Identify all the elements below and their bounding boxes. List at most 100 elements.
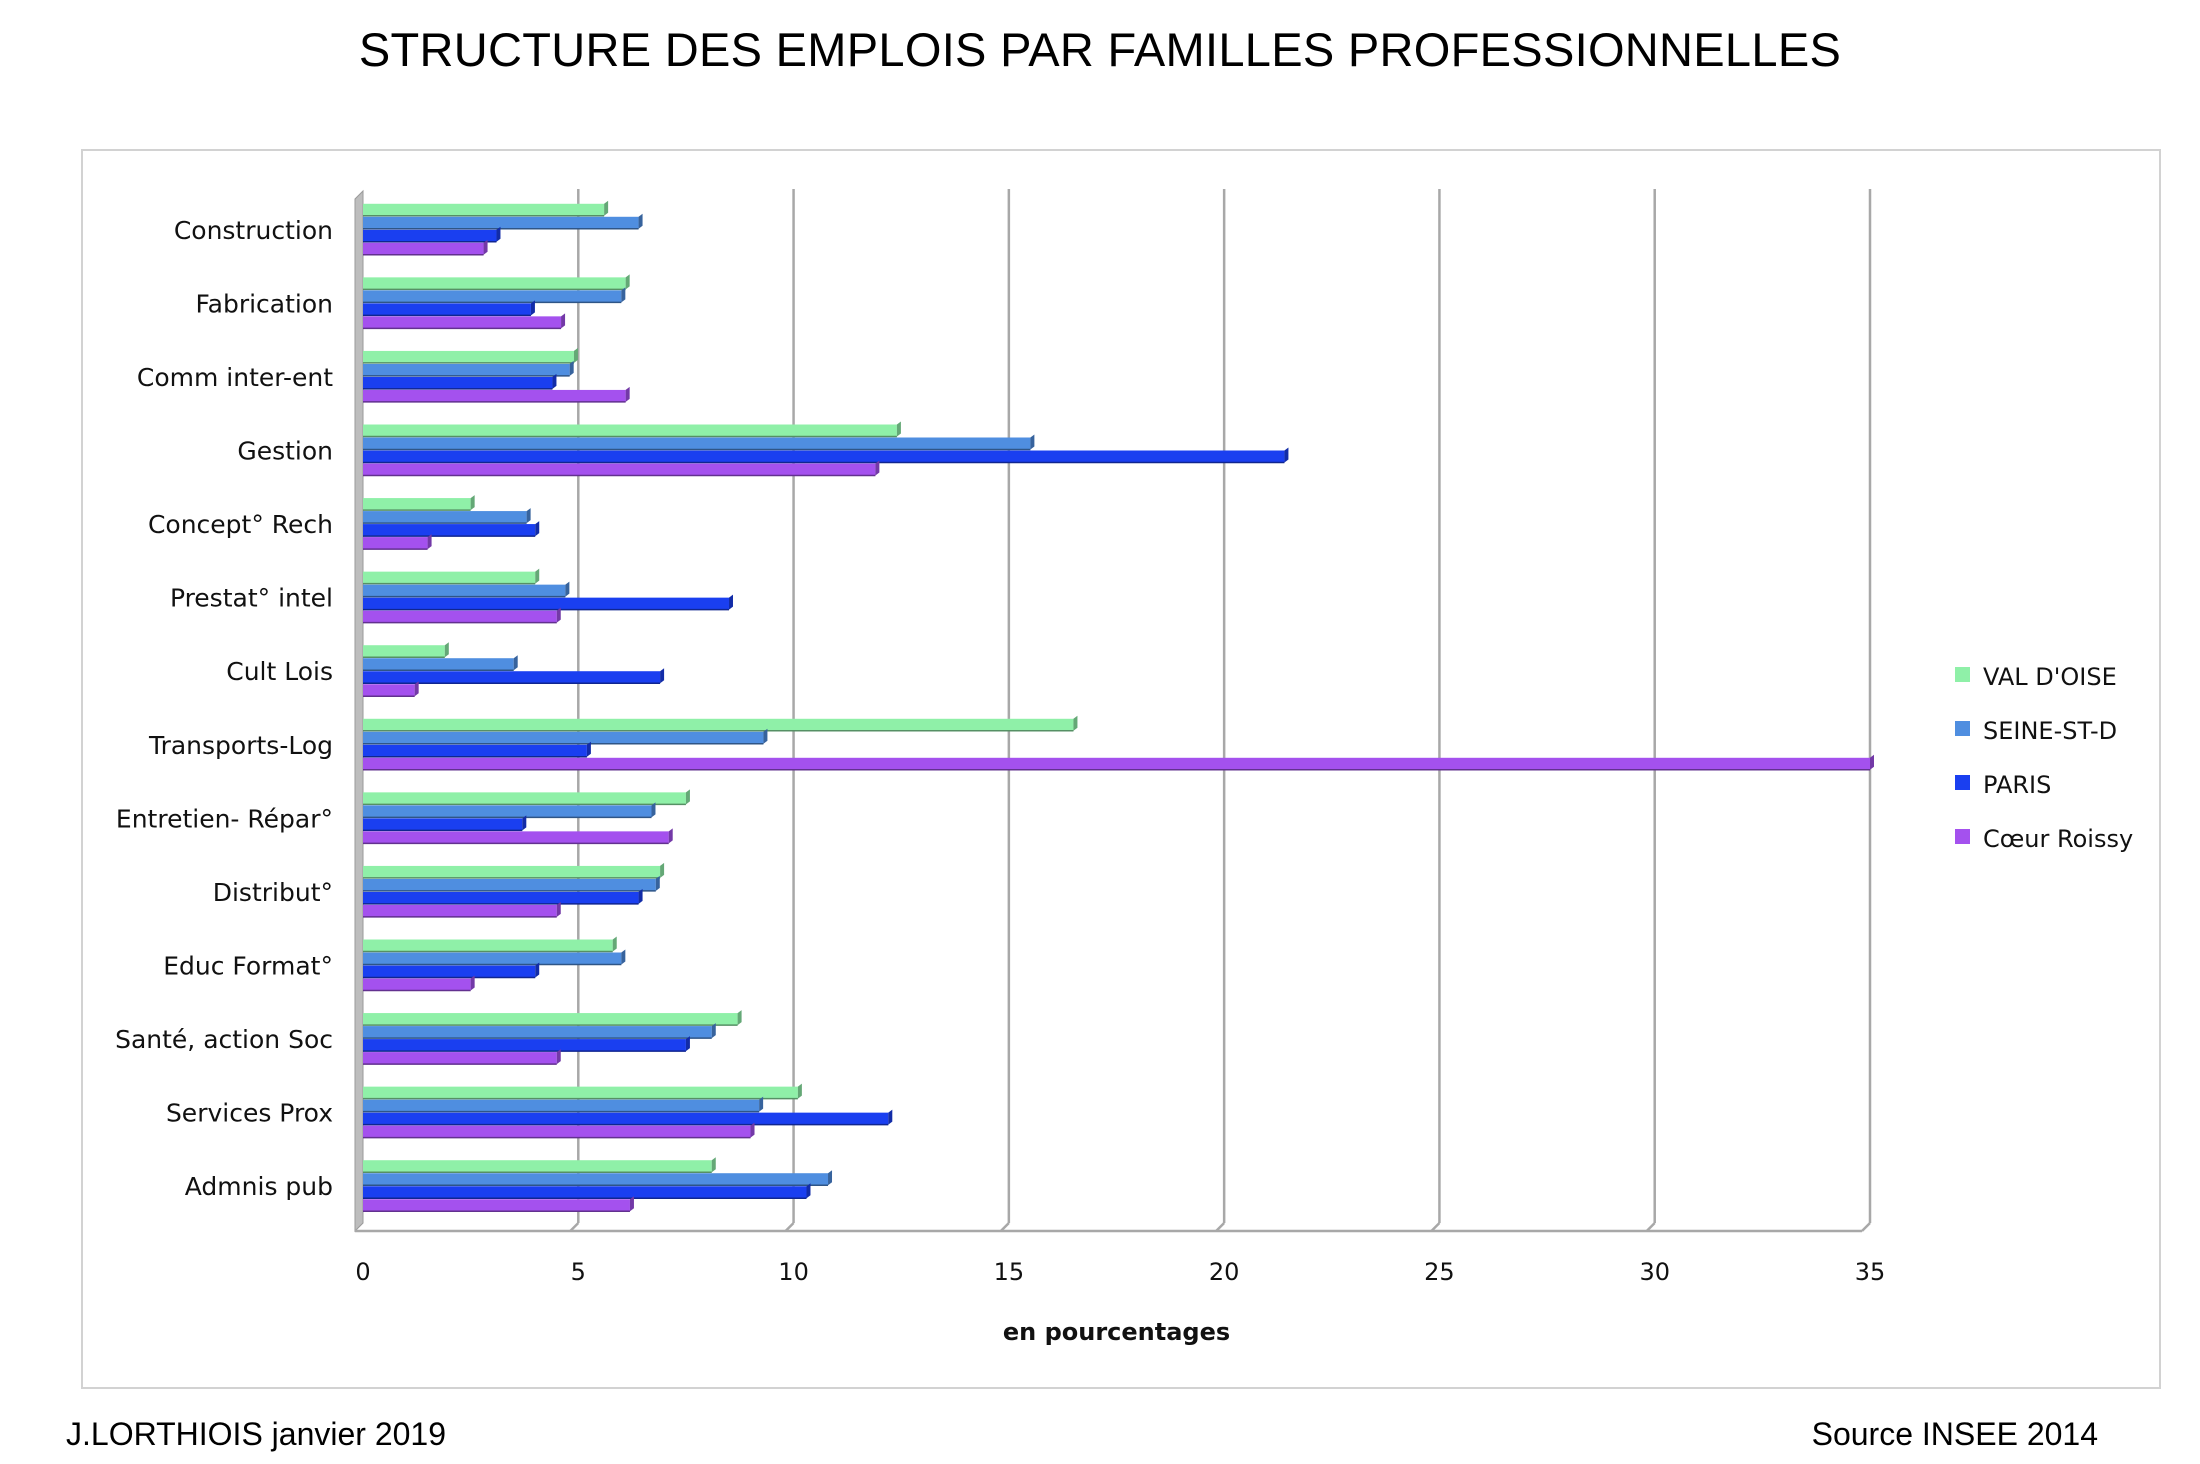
gridline-foot xyxy=(1861,1222,1871,1232)
bar-end xyxy=(625,386,630,402)
legend-label: SEINE-ST-D xyxy=(1983,717,2117,745)
bar-end xyxy=(621,287,626,303)
bar xyxy=(363,818,523,831)
bar xyxy=(363,203,605,216)
category-label: Prestat° intel xyxy=(170,584,333,613)
bar xyxy=(363,1099,760,1112)
bar xyxy=(363,891,639,904)
bar xyxy=(363,389,626,402)
x-tick-label: 25 xyxy=(1424,1258,1455,1286)
gridline-foot xyxy=(999,1222,1010,1232)
bar-end xyxy=(1284,447,1289,463)
bar-end xyxy=(638,888,643,904)
bar xyxy=(363,376,553,389)
bar xyxy=(363,1186,807,1199)
bar-end xyxy=(621,949,626,965)
category-label: Santé, action Soc xyxy=(115,1025,333,1054)
category-label: Distribut° xyxy=(213,878,333,907)
bar xyxy=(363,671,661,684)
bar xyxy=(363,1112,889,1125)
bar xyxy=(363,424,897,437)
bar xyxy=(363,744,587,757)
bar-end xyxy=(530,300,535,316)
x-tick-label: 35 xyxy=(1855,1258,1886,1286)
bar-end xyxy=(828,1170,833,1186)
y-axis-wall xyxy=(354,189,364,1233)
bar-end xyxy=(660,668,665,684)
bar xyxy=(363,939,613,952)
bar xyxy=(363,511,527,524)
bar xyxy=(363,658,514,671)
legend-label: PARIS xyxy=(1983,771,2051,799)
bar xyxy=(363,290,622,303)
bar-end xyxy=(569,360,574,376)
x-tick-label: 5 xyxy=(571,1258,586,1286)
bar-end xyxy=(483,239,488,255)
bar xyxy=(363,1013,738,1026)
bar xyxy=(363,242,484,255)
bar xyxy=(363,1125,751,1138)
bar xyxy=(363,277,626,290)
category-label: Fabrication xyxy=(196,289,333,318)
bar xyxy=(363,965,536,978)
category-label: Construction xyxy=(174,216,333,245)
bar-end xyxy=(561,313,566,329)
bar-end xyxy=(535,568,540,584)
category-label: Concept° Rech xyxy=(148,510,333,539)
bar-end xyxy=(728,594,733,610)
category-label: Transports-Log xyxy=(148,731,333,760)
bar xyxy=(363,584,566,597)
category-label: Services Prox xyxy=(166,1099,333,1128)
bar-end xyxy=(604,200,609,216)
category-label: Cult Lois xyxy=(226,657,333,686)
bar-end xyxy=(1870,754,1874,770)
bar xyxy=(363,904,557,917)
gridline-foot xyxy=(1215,1222,1226,1232)
bar xyxy=(363,805,652,818)
legend-label: VAL D'OISE xyxy=(1983,663,2117,691)
bar-end xyxy=(759,1096,764,1112)
bar xyxy=(363,1199,630,1212)
bar-end xyxy=(612,936,617,952)
chart-title: STRUCTURE DES EMPLOIS PAR FAMILLES PROFE… xyxy=(358,23,1842,76)
bar xyxy=(363,229,497,242)
bar-end xyxy=(763,728,768,744)
bar-end xyxy=(535,962,540,978)
bar xyxy=(363,1086,798,1099)
legend-label: Cœur Roissy xyxy=(1983,825,2133,853)
bar xyxy=(363,1052,557,1065)
gridline-foot xyxy=(1430,1222,1441,1232)
bar-end xyxy=(444,642,449,658)
bar-end xyxy=(638,213,643,229)
bar xyxy=(363,1173,829,1186)
gridline-foot xyxy=(784,1222,795,1232)
bar-end xyxy=(427,534,432,550)
bar-end xyxy=(414,681,419,697)
bar-end xyxy=(522,815,527,831)
author-credit: J.LORTHIOIS janvier 2019 xyxy=(66,1416,447,1452)
bar xyxy=(363,757,1870,770)
bar-end xyxy=(513,655,518,671)
gridline-foot xyxy=(1645,1222,1656,1232)
bar xyxy=(363,597,729,610)
bar xyxy=(363,498,471,511)
category-label: Gestion xyxy=(237,437,333,466)
bar-end xyxy=(660,862,665,878)
bar xyxy=(363,831,669,844)
category-label: Admnis pub xyxy=(185,1172,333,1201)
bar xyxy=(363,865,661,878)
bar xyxy=(363,684,415,697)
bar-end xyxy=(535,521,540,537)
bar-end xyxy=(629,1196,634,1212)
bar xyxy=(363,350,574,363)
bar-end xyxy=(1073,715,1078,731)
bar-end xyxy=(888,1109,893,1125)
bar-end xyxy=(552,373,557,389)
bar-end xyxy=(806,1183,811,1199)
category-label: Entretien- Répar° xyxy=(116,804,333,833)
bar-end xyxy=(668,828,673,844)
bar xyxy=(363,463,876,476)
bar-end xyxy=(573,347,578,363)
bar-end xyxy=(470,975,475,991)
bar xyxy=(363,792,686,805)
